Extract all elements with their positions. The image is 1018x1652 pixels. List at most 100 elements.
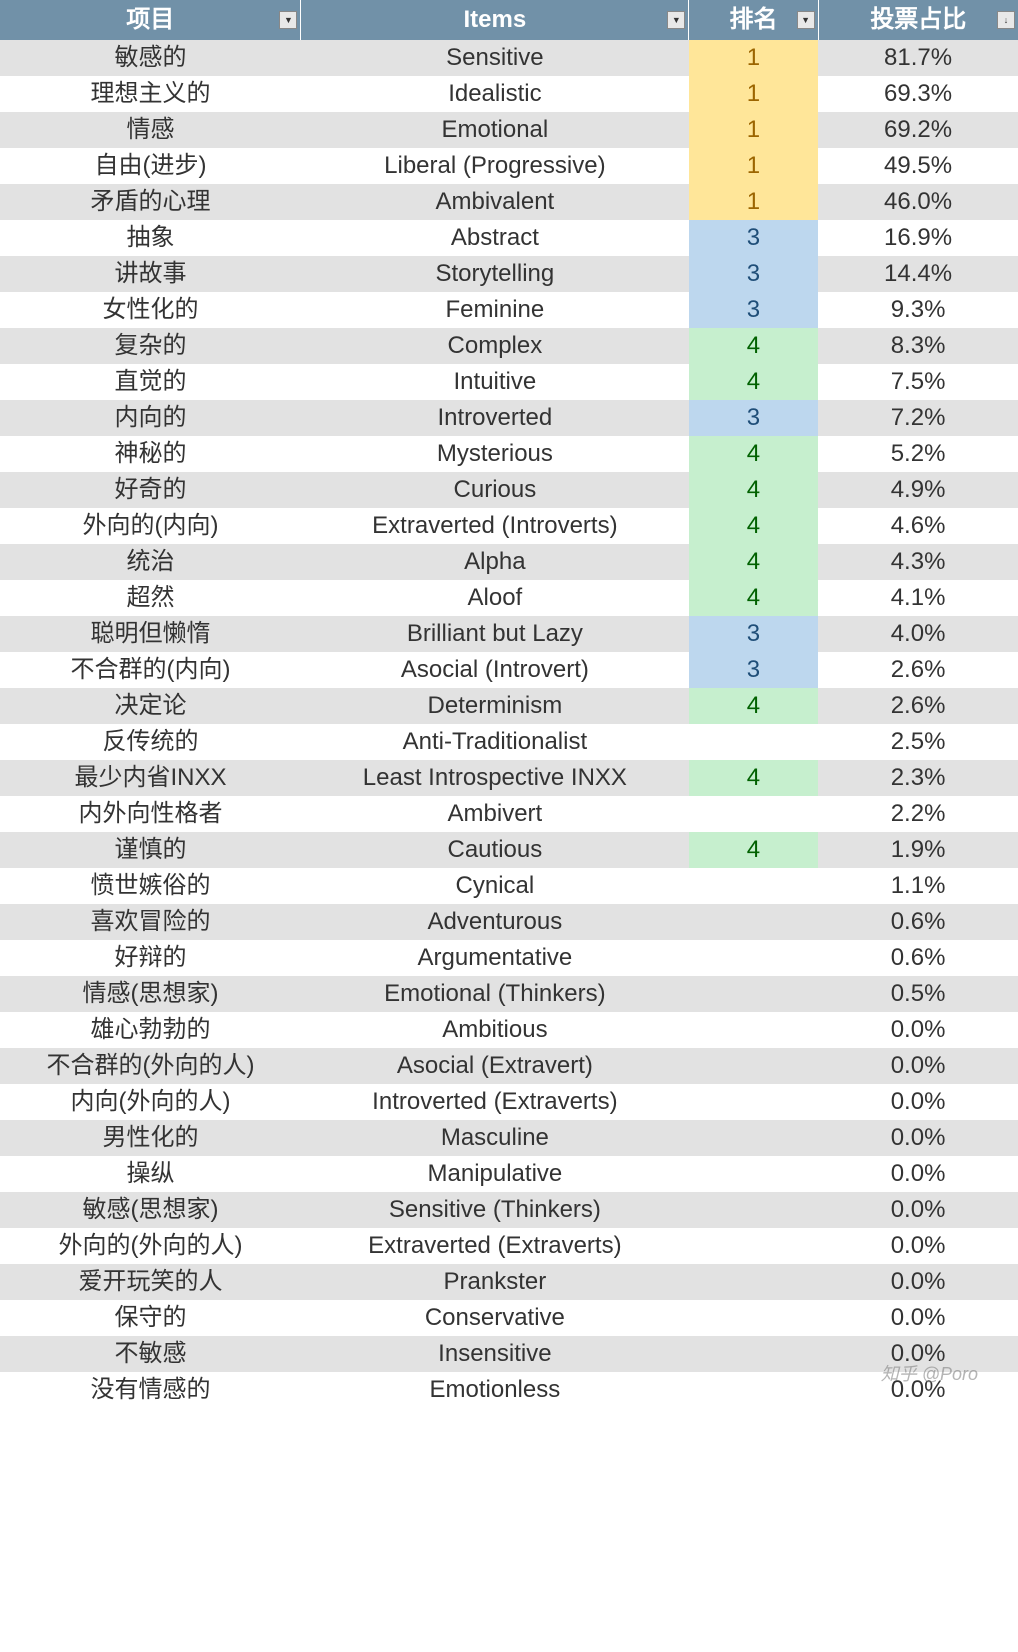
cell-pct: 0.6%: [818, 940, 1018, 976]
cell-zh: 男性化的: [0, 1120, 301, 1156]
filter-dropdown-icon[interactable]: ▼: [279, 11, 297, 29]
table-row: 外向的(内向)Extraverted (Introverts)44.6%: [0, 508, 1018, 544]
cell-rank: [689, 1228, 818, 1264]
cell-pct: 0.0%: [818, 1084, 1018, 1120]
cell-zh: 矛盾的心理: [0, 184, 301, 220]
filter-dropdown-icon[interactable]: ▼: [667, 11, 685, 29]
table-row: 决定论Determinism42.6%: [0, 688, 1018, 724]
cell-zh: 复杂的: [0, 328, 301, 364]
cell-rank: 4: [689, 544, 818, 580]
cell-pct: 49.5%: [818, 148, 1018, 184]
cell-zh: 好奇的: [0, 472, 301, 508]
table-row: 超然Aloof44.1%: [0, 580, 1018, 616]
table-row: 雄心勃勃的Ambitious0.0%: [0, 1012, 1018, 1048]
cell-pct: 2.3%: [818, 760, 1018, 796]
header-en[interactable]: Items ▼: [301, 0, 689, 40]
cell-en: Alpha: [301, 544, 689, 580]
cell-en: Determinism: [301, 688, 689, 724]
cell-zh: 聪明但懒惰: [0, 616, 301, 652]
cell-pct: 69.3%: [818, 76, 1018, 112]
cell-zh: 最少内省INXX: [0, 760, 301, 796]
cell-pct: 2.5%: [818, 724, 1018, 760]
cell-pct: 0.0%: [818, 1192, 1018, 1228]
cell-pct: 69.2%: [818, 112, 1018, 148]
cell-zh: 抽象: [0, 220, 301, 256]
cell-en: Aloof: [301, 580, 689, 616]
cell-zh: 操纵: [0, 1156, 301, 1192]
cell-zh: 自由(进步): [0, 148, 301, 184]
cell-rank: 1: [689, 40, 818, 76]
cell-rank: [689, 940, 818, 976]
cell-rank: 1: [689, 112, 818, 148]
cell-pct: 0.0%: [818, 1372, 1018, 1408]
cell-en: Complex: [301, 328, 689, 364]
cell-pct: 0.0%: [818, 1336, 1018, 1372]
cell-zh: 超然: [0, 580, 301, 616]
cell-zh: 外向的(外向的人): [0, 1228, 301, 1264]
cell-rank: [689, 1084, 818, 1120]
cell-rank: 3: [689, 616, 818, 652]
table-row: 内外向性格者Ambivert 2.2%: [0, 796, 1018, 832]
cell-rank: 4: [689, 688, 818, 724]
cell-en: Anti-Traditionalist: [301, 724, 689, 760]
filter-dropdown-icon[interactable]: ▼: [797, 11, 815, 29]
table-row: 聪明但懒惰Brilliant but Lazy34.0%: [0, 616, 1018, 652]
cell-en: Abstract: [301, 220, 689, 256]
cell-pct: 2.2%: [818, 796, 1018, 832]
cell-pct: 0.0%: [818, 1156, 1018, 1192]
cell-en: Insensitive: [301, 1336, 689, 1372]
cell-zh: 不合群的(内向): [0, 652, 301, 688]
header-zh[interactable]: 项目 ▼: [0, 0, 301, 40]
cell-en: Sensitive: [301, 40, 689, 76]
cell-en: Ambivert: [301, 796, 689, 832]
cell-rank: 4: [689, 580, 818, 616]
cell-rank: [689, 1336, 818, 1372]
cell-rank: 1: [689, 148, 818, 184]
header-rank[interactable]: 排名 ▼: [689, 0, 818, 40]
cell-pct: 0.0%: [818, 1012, 1018, 1048]
cell-zh: 愤世嫉俗的: [0, 868, 301, 904]
cell-rank: [689, 976, 818, 1012]
cell-pct: 0.5%: [818, 976, 1018, 1012]
cell-pct: 8.3%: [818, 328, 1018, 364]
table-row: 自由(进步)Liberal (Progressive)149.5%: [0, 148, 1018, 184]
cell-en: Cautious: [301, 832, 689, 868]
table-row: 理想主义的Idealistic169.3%: [0, 76, 1018, 112]
table-row: 没有情感的Emotionless0.0%: [0, 1372, 1018, 1408]
cell-en: Intuitive: [301, 364, 689, 400]
cell-rank: [689, 1192, 818, 1228]
cell-en: Extraverted (Introverts): [301, 508, 689, 544]
cell-en: Feminine: [301, 292, 689, 328]
table-row: 矛盾的心理Ambivalent146.0%: [0, 184, 1018, 220]
cell-rank: 4: [689, 508, 818, 544]
cell-zh: 敏感(思想家): [0, 1192, 301, 1228]
table-row: 操纵Manipulative0.0%: [0, 1156, 1018, 1192]
cell-en: Mysterious: [301, 436, 689, 472]
cell-zh: 情感: [0, 112, 301, 148]
cell-en: Introverted (Extraverts): [301, 1084, 689, 1120]
table-row: 爱开玩笑的人Prankster0.0%: [0, 1264, 1018, 1300]
cell-pct: 7.5%: [818, 364, 1018, 400]
cell-zh: 内外向性格者: [0, 796, 301, 832]
cell-en: Asocial (Extravert): [301, 1048, 689, 1084]
cell-rank: 3: [689, 400, 818, 436]
sort-desc-icon[interactable]: ↓: [997, 11, 1015, 29]
cell-rank: 4: [689, 760, 818, 796]
cell-zh: 爱开玩笑的人: [0, 1264, 301, 1300]
cell-en: Idealistic: [301, 76, 689, 112]
table-row: 内向的Introverted37.2%: [0, 400, 1018, 436]
header-pct[interactable]: 投票占比 ↓: [818, 0, 1018, 40]
cell-rank: [689, 868, 818, 904]
cell-rank: 4: [689, 328, 818, 364]
table-row: 情感Emotional169.2%: [0, 112, 1018, 148]
table-row: 愤世嫉俗的Cynical1.1%: [0, 868, 1018, 904]
cell-zh: 谨慎的: [0, 832, 301, 868]
cell-en: Storytelling: [301, 256, 689, 292]
table-row: 喜欢冒险的Adventurous0.6%: [0, 904, 1018, 940]
cell-zh: 直觉的: [0, 364, 301, 400]
table-row: 好奇的Curious44.9%: [0, 472, 1018, 508]
header-zh-label: 项目: [126, 6, 174, 33]
table-body: 敏感的Sensitive181.7%理想主义的Idealistic169.3%情…: [0, 40, 1018, 1408]
cell-zh: 保守的: [0, 1300, 301, 1336]
table-row: 反传统的Anti-Traditionalist2.5%: [0, 724, 1018, 760]
